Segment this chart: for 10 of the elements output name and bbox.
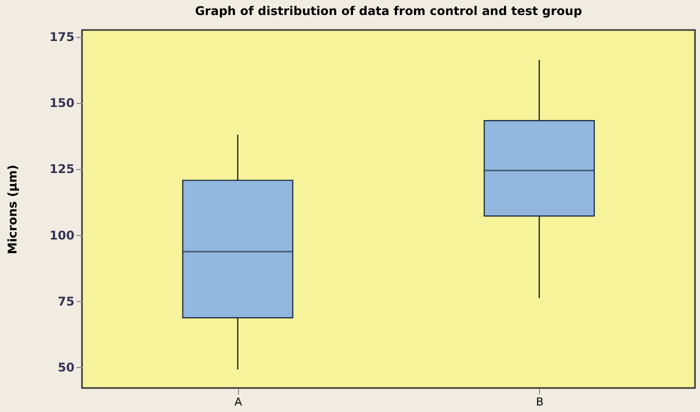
y-tick-label: 175 xyxy=(49,30,74,44)
x-tick-label: A xyxy=(234,396,242,408)
x-tick-label: B xyxy=(536,396,544,408)
y-tick-label: 125 xyxy=(49,162,74,176)
y-tick-label: 150 xyxy=(49,96,74,110)
y-axis-title: Microns (µm) xyxy=(5,164,20,254)
chart-title: Graph of distribution of data from control and test group xyxy=(194,4,582,18)
y-tick-label: 50 xyxy=(58,360,74,374)
y-tick-label: 75 xyxy=(58,294,74,308)
y-tick-label: 100 xyxy=(49,228,74,242)
